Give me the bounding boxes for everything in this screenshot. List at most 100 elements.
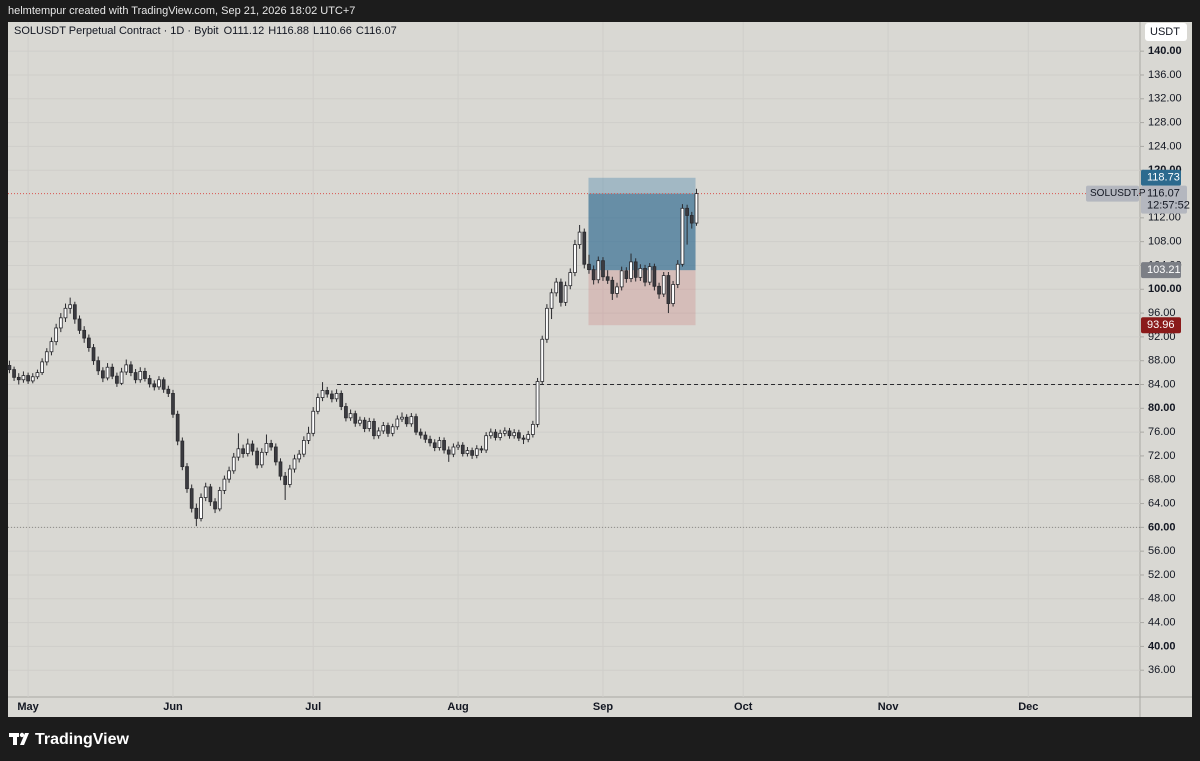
candle-body xyxy=(259,451,264,466)
candle-body xyxy=(521,437,526,440)
candle-body xyxy=(605,276,610,281)
candle-body xyxy=(302,440,306,455)
candle-body xyxy=(437,440,442,448)
candle-body xyxy=(535,381,540,425)
candle-body xyxy=(306,432,311,441)
candle-body xyxy=(479,448,484,451)
symbol-box xyxy=(1086,185,1139,202)
x-tick-label: Dec xyxy=(1018,701,1038,713)
y-tick-label: 88.00 xyxy=(1148,355,1176,367)
candle-body xyxy=(502,430,507,434)
y-tick-label: 72.00 xyxy=(1148,450,1176,462)
candle-body xyxy=(124,364,129,373)
candle-body xyxy=(582,231,587,265)
last-price-box xyxy=(1141,185,1187,214)
candle-body xyxy=(531,423,535,435)
candle-body xyxy=(549,292,554,309)
candle-body xyxy=(297,453,302,460)
candle-body xyxy=(264,443,269,453)
candle-body xyxy=(647,266,652,283)
candle-body xyxy=(465,450,470,454)
candle-body xyxy=(446,449,451,455)
candle-body xyxy=(245,443,250,454)
candle-body xyxy=(58,317,63,329)
candle-body xyxy=(428,438,432,444)
x-tick-label: May xyxy=(17,701,39,713)
candle-body xyxy=(231,456,236,472)
candle-body xyxy=(236,448,241,458)
candle-body xyxy=(512,432,517,437)
symbol-label: SOLUSDT.P xyxy=(1090,188,1146,199)
currency[interactable]: USDT xyxy=(1150,26,1180,38)
y-tick-label: 56.00 xyxy=(1148,545,1176,557)
y-tick-label: 136.00 xyxy=(1148,69,1182,81)
candle-body xyxy=(72,304,77,320)
candle-body xyxy=(526,434,531,440)
y-tick-label: 40.00 xyxy=(1148,640,1176,652)
candle-body xyxy=(372,421,376,437)
currency-box[interactable] xyxy=(1145,23,1187,41)
candle-body xyxy=(624,270,629,279)
candle-body xyxy=(119,371,124,384)
candle-body xyxy=(166,388,171,394)
candle-body xyxy=(227,470,231,480)
candle-body xyxy=(685,207,689,216)
symbol-title: SOLUSDT Perpetual Contract · 1D · Bybit xyxy=(14,25,219,37)
candle-body xyxy=(484,435,488,451)
candle-body xyxy=(49,341,54,353)
target-label: 118.73 xyxy=(1147,172,1180,184)
candle-body xyxy=(129,364,133,373)
candle-body xyxy=(115,375,119,384)
candle-body xyxy=(110,366,115,377)
entry-label-box xyxy=(1141,262,1181,279)
candle-body xyxy=(493,431,498,438)
ohlc-value: 116.07 xyxy=(364,25,397,37)
candle-body xyxy=(194,507,199,519)
y-tick-label: 60.00 xyxy=(1148,521,1176,533)
y-tick-label: 140.00 xyxy=(1148,45,1182,57)
y-tick-label: 124.00 xyxy=(1148,140,1182,152)
candle-body xyxy=(143,371,147,379)
candle-body xyxy=(517,432,521,439)
x-tick-label: Sep xyxy=(593,701,613,713)
candle-body xyxy=(222,478,227,491)
ohlc-key: C xyxy=(356,25,364,37)
ohlc-value: 111.12 xyxy=(232,25,264,37)
candle-body xyxy=(203,486,208,498)
candle-body xyxy=(68,304,73,309)
candle-body xyxy=(376,430,381,437)
ohlc-value: 110.66 xyxy=(319,25,352,37)
candle-body xyxy=(409,416,414,425)
y-tick-label: 64.00 xyxy=(1148,497,1176,509)
y-tick-label: 76.00 xyxy=(1148,426,1176,438)
candle-body xyxy=(152,383,157,388)
y-tick-label: 132.00 xyxy=(1148,93,1182,105)
candle-body xyxy=(451,446,456,455)
candle-body xyxy=(334,393,339,400)
candle-body xyxy=(175,413,180,442)
candle-body xyxy=(694,193,699,224)
candle-body xyxy=(432,442,437,448)
candle-body xyxy=(442,440,446,451)
candle-body xyxy=(386,425,390,434)
candle-body xyxy=(269,443,273,448)
candle-body xyxy=(208,486,213,503)
target-label-box xyxy=(1141,169,1181,186)
countdown: 12:57:52 xyxy=(1147,200,1190,212)
candle-body xyxy=(657,285,661,295)
candle-body xyxy=(601,260,605,278)
candle-body xyxy=(16,376,21,381)
candle-body xyxy=(633,261,638,278)
candle-body xyxy=(77,318,82,331)
candle-body xyxy=(287,468,292,485)
candle-body xyxy=(619,270,624,288)
candle-body xyxy=(273,446,278,463)
brand-logo xyxy=(9,732,29,745)
candles xyxy=(7,188,699,527)
candle-body xyxy=(545,307,549,340)
candle-body xyxy=(40,361,44,373)
x-tick-label: Nov xyxy=(878,701,900,713)
candle-body xyxy=(643,268,647,283)
candle-body xyxy=(21,375,26,381)
chart-panel xyxy=(8,22,1192,717)
